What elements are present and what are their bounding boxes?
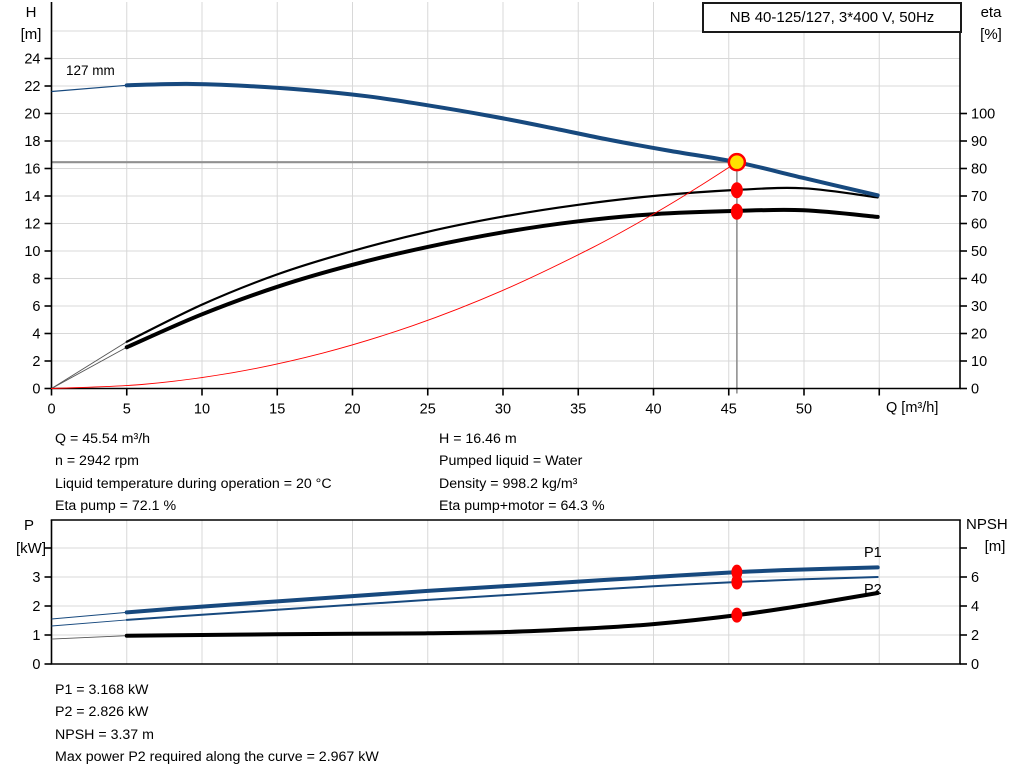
- tick-label-bottom: 20: [344, 402, 360, 418]
- tick-label-left: 16: [24, 162, 40, 178]
- series-p2: [125, 576, 879, 621]
- tick-label-bottom: 50: [796, 402, 812, 418]
- tick-label-left: 1: [32, 628, 40, 644]
- power-info-block: P1 = 3.168 kW P2 = 2.826 kW NPSH = 3.37 …: [55, 679, 379, 769]
- series-lead-p2: [51, 619, 127, 627]
- tick-label-left: 0: [32, 657, 40, 673]
- tick-label-left: 22: [24, 79, 40, 95]
- series-lead-qh-127mm: [51, 84, 127, 93]
- tick-label-left: 18: [24, 134, 40, 150]
- tick-label-bottom: 10: [194, 402, 210, 418]
- tick-label-right: 70: [971, 189, 987, 205]
- npsh-point-marker: [731, 607, 743, 623]
- tick-label-right: 2: [971, 628, 979, 644]
- npsh-axis-unit: [m]: [984, 538, 1006, 555]
- tick-label-right: 80: [971, 162, 987, 178]
- tick-label-left: 12: [24, 217, 40, 233]
- p-axis-unit: [kW]: [16, 540, 46, 557]
- series-eta-pump: [125, 186, 879, 343]
- series-lead-npsh: [51, 635, 127, 640]
- p1-value-text: P1 = 3.168 kW: [55, 682, 149, 698]
- tick-label-left: 14: [24, 189, 40, 205]
- tick-label-bottom: 15: [269, 402, 285, 418]
- tick-label-bottom: 35: [570, 402, 586, 418]
- tick-label-right: 0: [971, 657, 979, 673]
- tick-label-right: 50: [971, 244, 987, 260]
- tick-label-bottom: 25: [420, 402, 436, 418]
- tick-label-left: 0: [32, 382, 40, 398]
- tick-label-left: 3: [32, 570, 40, 586]
- series-lead-eta-pump: [51, 341, 127, 389]
- series-lead-p1: [51, 611, 127, 620]
- curve-label: P2: [864, 582, 882, 598]
- tick-label-right: 40: [971, 272, 987, 288]
- duty-point-marker: [727, 152, 747, 172]
- npsh-axis-title: NPSH: [966, 516, 1008, 533]
- tick-label-bottom: 40: [645, 402, 661, 418]
- duty-pumped-liquid-text: Pumped liquid = Water: [439, 453, 583, 470]
- tick-label-right: 90: [971, 134, 987, 150]
- eta-pump-motor-point-marker: [730, 203, 743, 220]
- tick-label-left: 2: [32, 354, 40, 370]
- eta-axis-title: eta: [980, 4, 1002, 21]
- duty-speed-text: n = 2942 rpm: [55, 453, 139, 470]
- series-p1: [124, 565, 880, 615]
- power-npsh-chart: 0 1 2 3 0 2 4 6 P1 P2: [32, 519, 979, 673]
- series-npsh: [124, 591, 880, 638]
- curve-label: Q [m³/h]: [886, 400, 938, 416]
- tick-label-left: 20: [24, 107, 40, 123]
- curve-label: 127 mm: [66, 63, 115, 78]
- tick-label-right: 6: [971, 570, 979, 586]
- tick-label-bottom: 0: [47, 402, 55, 418]
- tick-label-left: 8: [32, 272, 40, 288]
- duty-info-left-column: Q = 45.54 m³/h n = 2942 rpm Liquid tempe…: [55, 428, 332, 518]
- p-axis-title: P: [23, 517, 34, 534]
- tick-label-left: 4: [32, 327, 40, 343]
- h-axis-title: H: [25, 4, 37, 21]
- tick-label-right: 100: [971, 107, 995, 123]
- series-eta-pump-motor: [124, 207, 880, 350]
- tick-label-right: 0: [971, 382, 979, 398]
- npsh-value-text: NPSH = 3.37 m: [55, 726, 154, 743]
- series-system-curve: [51, 161, 738, 389]
- tick-label-right: 10: [971, 354, 987, 370]
- series-lead-eta-pump-motor: [51, 346, 127, 389]
- duty-info-right-column: H = 16.46 m Pumped liquid = Water Densit…: [439, 428, 605, 518]
- p2-point-marker: [731, 574, 743, 590]
- duty-eta-pump-text: Eta pump = 72.1 %: [55, 498, 177, 515]
- pump-title-box: NB 40-125/127, 3*400 V, 50Hz: [702, 2, 962, 33]
- tick-label-left: 10: [24, 244, 40, 260]
- duty-density-text: Density = 998.2 kg/m³: [439, 475, 578, 492]
- tick-label-right: 4: [971, 599, 979, 615]
- tick-label-right: 60: [971, 217, 987, 233]
- duty-liquid-temp-text: Liquid temperature during operation = 20…: [55, 475, 332, 492]
- tick-label-right: 20: [971, 327, 987, 343]
- tick-label-bottom: 30: [495, 402, 511, 418]
- max-power-text: Max power P2 required along the curve = …: [55, 749, 379, 766]
- curve-label: P1: [864, 545, 882, 561]
- tick-label-bottom: 45: [721, 402, 737, 418]
- tick-label-left: 6: [32, 299, 40, 315]
- qh-efficiency-chart: 0246810121416182022240102030405060708090…: [24, 2, 995, 418]
- duty-flow-text: Q = 45.54 m³/h: [55, 431, 151, 447]
- duty-head-text: H = 16.46 m: [439, 431, 517, 447]
- tick-label-right: 30: [971, 299, 987, 315]
- tick-label-left: 24: [24, 52, 40, 68]
- eta-axis-unit: [%]: [980, 26, 1002, 43]
- eta-pump-point-marker: [730, 182, 743, 199]
- duty-eta-pump-motor-text: Eta pump+motor = 64.3 %: [439, 498, 605, 515]
- tick-label-bottom: 5: [123, 402, 131, 418]
- tick-label-left: 2: [32, 599, 40, 615]
- series-qh-127mm: [124, 81, 880, 198]
- h-axis-unit: [m]: [20, 26, 42, 43]
- p2-value-text: P2 = 2.826 kW: [55, 704, 149, 721]
